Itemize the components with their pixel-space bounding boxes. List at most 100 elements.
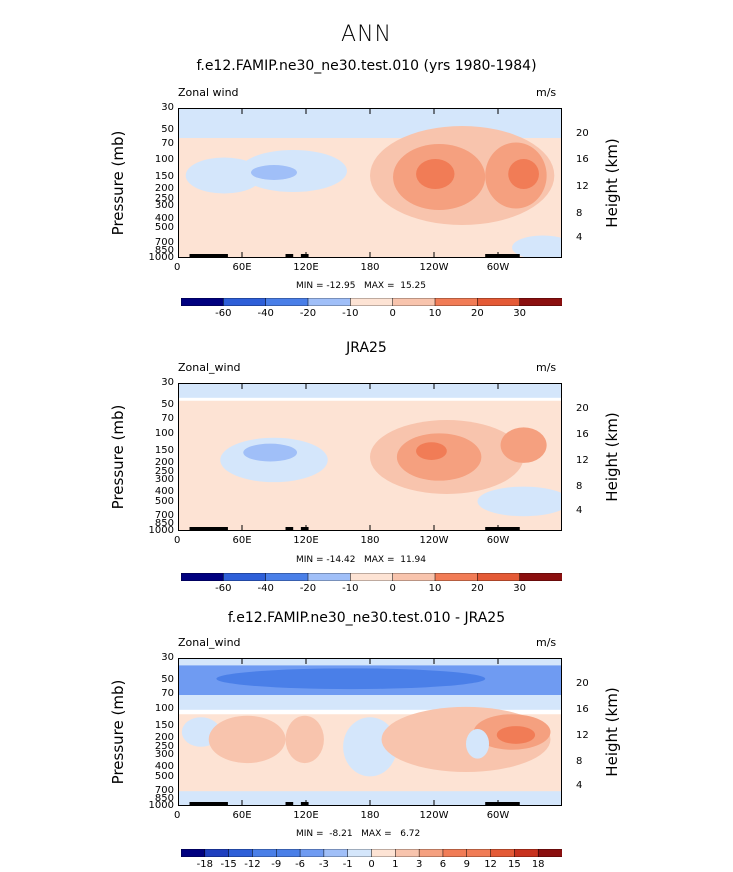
panel-3-colorbar-label: 15 (508, 859, 521, 870)
panel-1-pressure-tick: 250 (154, 192, 174, 204)
panel-3-height-tick: 4 (576, 779, 583, 791)
panel-2-colorbar-label: -20 (299, 583, 317, 594)
panel-2-contour-region (178, 383, 562, 398)
panel-3-colorbar-label: -3 (318, 859, 329, 870)
panel-2-x-tick-label: 180 (360, 535, 380, 546)
panel-1-topography (485, 254, 520, 258)
panel-3-colorbar-swatch (514, 849, 539, 857)
panel-2-ylabel-right: Height (km) (603, 412, 621, 502)
panel-1-height-tick: 20 (576, 127, 589, 139)
panel-1-x-tick-label: 0 (174, 262, 181, 273)
panel-3-pressure-tick: 200 (154, 732, 174, 744)
panel-3-colorbar-swatch (181, 849, 206, 857)
panel-3-ylabel-right: Height (km) (603, 687, 621, 777)
panel-1-colorbar-label: 10 (428, 308, 442, 319)
panel-3-ylabel-left: Pressure (mb) (109, 679, 127, 785)
panel-3-colorbar-swatch (442, 849, 468, 857)
panel-1-height-tick: 8 (576, 207, 583, 219)
panel-1-pressure-tick: 1000 (148, 252, 174, 263)
panel-1-colorbar-label: -60 (215, 308, 232, 319)
panel-1-colorbar-swatch (477, 298, 521, 306)
panel-3-x-tick-label: 120E (293, 810, 319, 821)
panel-2-colorbar-swatch (307, 573, 352, 581)
panel-3-colorbar-swatch (299, 849, 325, 857)
panel-2-colorbar-label: 20 (470, 583, 484, 594)
panel-2-pressure-tick: 30 (161, 377, 174, 388)
panel-3-colorbar-swatch (466, 849, 492, 857)
panel-3-colorbar-label: 6 (439, 859, 447, 870)
panel-3-colorbar-label: 0 (368, 859, 375, 870)
panel-3-colorbar-label: -12 (244, 859, 261, 870)
panel-2-colorbar-swatch (392, 573, 436, 581)
panel-3-contour-plot (178, 658, 562, 806)
panel-3-colorbar-swatch (252, 849, 277, 857)
panel-2-height-tick: 4 (576, 504, 583, 516)
panel-2-colorbar-label: -60 (215, 583, 232, 594)
panel-3-contour-region (343, 717, 397, 777)
panel-2-pressure-tick: 200 (154, 457, 174, 469)
panel-2-topography (208, 527, 221, 531)
panel-1-colorbar-swatch (392, 298, 436, 306)
panel-3-height-tick: 20 (576, 677, 589, 689)
panel-3-colorbar-swatch (371, 849, 397, 857)
panel-2-colorbar-swatch (265, 573, 309, 581)
panel-1-height-tick: 4 (576, 231, 583, 243)
panel-2-title: JRA25 (346, 340, 387, 356)
panel-3-colorbar-label: 18 (531, 859, 545, 870)
panel-1-contour-plot (178, 108, 562, 258)
panel-2-contour-region (416, 442, 447, 460)
panel-3-pressure-tick: 300 (154, 749, 174, 761)
panel-3-pressure-tick: 250 (154, 741, 174, 753)
panel-3-pressure-tick: 50 (161, 673, 174, 685)
panel-3-colorbar-swatch (228, 849, 254, 857)
panel-1-topography (300, 254, 309, 258)
panel-3-height-tick: 8 (576, 756, 583, 768)
panel-2-pressure-tick: 850 (154, 518, 174, 530)
panel-2-pressure-tick: 500 (154, 495, 174, 507)
panel-3-colorbar-swatch (490, 849, 516, 857)
panel-1-pressure-tick: 850 (154, 245, 174, 257)
panel-3-colorbar-swatch (323, 849, 349, 857)
panel-2-colorbar (181, 573, 562, 581)
panel-2-colorbar-label: 10 (428, 583, 442, 594)
panel-2-colorbar-swatch (477, 573, 521, 581)
panel-3-pressure-tick: 70 (161, 687, 174, 699)
panel-3-variable-label: Zonal_wind (178, 636, 241, 649)
panel-1-ylabel-right: Height (km) (603, 138, 621, 228)
panel-2-variable-label: Zonal_wind (178, 361, 241, 374)
panel-2-x-tick-label: 120E (293, 535, 319, 546)
panel-2-height-tick: 12 (576, 454, 589, 466)
panel-1-ylabel-left: Pressure (mb) (109, 130, 127, 236)
panel-1-pressure-tick: 100 (154, 153, 174, 165)
panel-3-topography (285, 802, 294, 806)
panel-3-topography (208, 802, 221, 806)
panel-2-pressure-tick: 300 (154, 474, 174, 486)
panel-1-colorbar-swatch (265, 298, 309, 306)
panel-1-pressure-tick: 50 (161, 123, 174, 135)
panel-2-pressure-tick: 150 (154, 444, 174, 456)
panel-2-height-tick: 8 (576, 481, 583, 493)
panel-2-colorbar-label: 0 (389, 583, 396, 594)
panel-1-units-label: m/s (536, 86, 557, 99)
panel-2-pressure-tick: 70 (161, 412, 174, 424)
panel-2-height-tick: 20 (576, 402, 589, 414)
panel-3-contour-region (466, 729, 490, 759)
panel-3-colorbar-label: 9 (463, 859, 470, 870)
panel-1-colorbar-label: 20 (470, 308, 484, 319)
panel-3-contour-region (208, 715, 286, 764)
panel-3-units-label: m/s (536, 636, 557, 649)
panel-3-x-tick-label: 0 (174, 810, 181, 821)
panel-2-contour-plot (178, 383, 562, 531)
panel-2-pressure-tick: 400 (154, 486, 174, 498)
panel-3-colorbar-label: -18 (196, 859, 213, 870)
panel-1-contour-region (512, 235, 562, 258)
panel-3-title: f.e12.FAMIP.ne30_ne30.test.010 - JRA25 (227, 610, 506, 626)
panel-1-pressure-tick: 150 (154, 170, 174, 182)
panel-1-x-tick-label: 60W (486, 262, 510, 273)
panel-2-colorbar-swatch (223, 573, 267, 581)
panel-1-x-tick-label: 60E (232, 262, 252, 273)
panel-2-x-tick-label: 60W (486, 535, 510, 546)
panel-2-pressure-tick: 50 (161, 398, 174, 410)
panel-2-x-tick-label: 60E (232, 535, 252, 546)
panel-3-colorbar (181, 849, 562, 857)
